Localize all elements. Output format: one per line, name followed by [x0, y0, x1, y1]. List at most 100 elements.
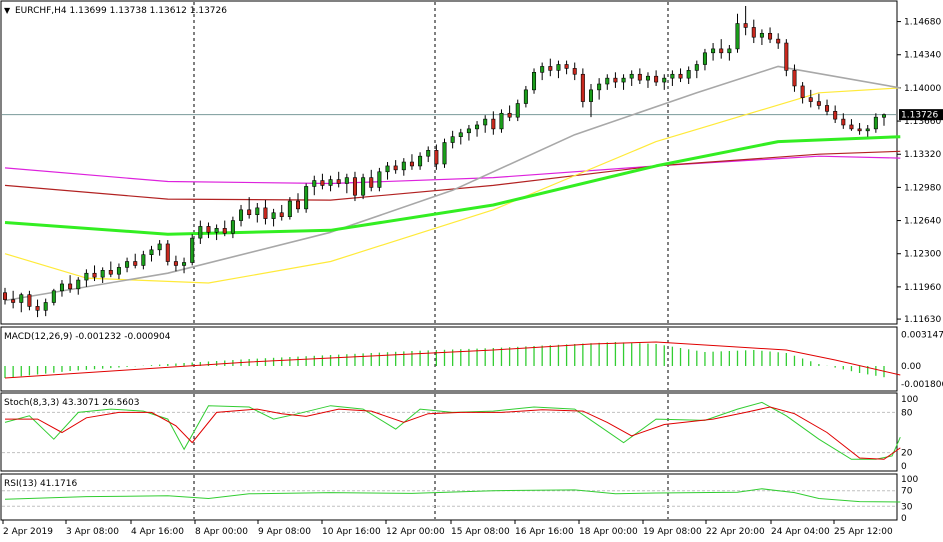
bull-candle-body	[426, 150, 431, 157]
bear-candle-body	[409, 161, 414, 167]
candle	[865, 124, 870, 137]
stoch-signal-line	[5, 406, 901, 460]
candle	[654, 70, 659, 86]
candle	[678, 68, 683, 83]
candle	[686, 66, 691, 85]
bull-candle-body	[540, 66, 545, 73]
candle	[198, 220, 203, 244]
bull-candle-body	[418, 155, 423, 167]
macd-label: MACD(12,26,9) -0.001232 -0.000904	[4, 332, 171, 342]
bear-candle-body	[857, 128, 862, 132]
bull-candle-body	[873, 116, 878, 130]
bear-candle-body	[279, 212, 284, 217]
price-tick-label: 1.11960	[904, 283, 941, 293]
candle	[588, 84, 593, 118]
bull-candle-body	[483, 118, 488, 126]
candle	[727, 44, 732, 61]
time-axis: 2 Apr 2019 3 Apr 08:00 4 Apr 16:00 8 Apr 00…	[2, 520, 893, 537]
bull-candle-body	[865, 128, 870, 132]
candle	[116, 263, 121, 280]
bull-candle-body	[377, 171, 382, 188]
bull-candle-body	[149, 249, 154, 255]
macd-axis: 0.003147 0.00 -0.001806	[901, 331, 943, 391]
rsi-tick-label: 100	[901, 475, 918, 485]
ma-magenta-line	[4, 155, 901, 185]
moving-averages	[4, 65, 901, 302]
bear-candle-body	[613, 77, 618, 83]
rsi-panel-frame	[0, 473, 898, 521]
rsi-indicator	[2, 488, 901, 507]
candle	[442, 138, 447, 168]
bull-candle-body	[881, 114, 886, 118]
candle	[597, 78, 602, 100]
bull-candle-body	[629, 73, 634, 79]
macd-panel-frame	[0, 326, 898, 392]
candle	[743, 5, 748, 36]
bear-candle-body	[352, 177, 357, 196]
bear-candle-body	[776, 38, 781, 44]
bear-candle-body	[27, 294, 32, 307]
bull-candle-body	[458, 132, 463, 137]
ema-slow-line	[4, 135, 901, 236]
candle	[165, 240, 170, 266]
candle	[141, 250, 146, 270]
candle	[849, 119, 854, 131]
candle	[491, 111, 496, 135]
current-price-label: 1.13726	[901, 111, 938, 121]
price-tick-label: 1.14340	[904, 51, 941, 61]
bear-candle-body	[792, 70, 797, 87]
candle	[279, 204, 284, 221]
candle	[320, 173, 325, 190]
rsi-axis: 100 70 30 0	[901, 475, 918, 524]
bull-candle-body	[597, 83, 602, 91]
bear-candle-body	[165, 243, 170, 262]
bull-candle-body	[523, 89, 528, 104]
bull-candle-body	[385, 165, 390, 173]
bear-candle-body	[263, 207, 268, 219]
rsi-tick-label: 0	[901, 514, 907, 524]
stoch-axis: 100 80 20 0	[901, 395, 918, 472]
candle	[499, 109, 504, 133]
bull-candle-body	[271, 212, 276, 219]
candle	[206, 222, 211, 239]
candle	[344, 173, 349, 194]
bull-candle-body	[43, 302, 48, 311]
candle	[759, 29, 764, 45]
candle	[100, 267, 105, 283]
bull-candle-body	[588, 89, 593, 102]
stochastic-indicator	[2, 401, 901, 460]
macd-tick-label: 0.00	[901, 362, 921, 372]
candle	[483, 115, 488, 133]
time-tick-label: 3 Apr 08:00	[66, 527, 119, 537]
price-tick-label: 1.12640	[904, 217, 941, 227]
bull-candle-body	[475, 124, 480, 130]
bull-candle-body	[125, 261, 130, 268]
candle	[230, 216, 235, 239]
time-tick-label: 9 Apr 08:00	[258, 527, 311, 537]
candle	[328, 175, 333, 192]
candle	[434, 144, 439, 170]
candle	[157, 240, 162, 256]
bear-candle-body	[108, 270, 113, 275]
bear-candle-body	[572, 68, 577, 75]
price-tick-label: 1.14000	[904, 84, 941, 94]
candle	[548, 58, 553, 77]
candle	[2, 287, 8, 305]
stoch-label: Stoch(8,3,3) 43.3071 26.5603	[4, 398, 139, 408]
bull-candle-body	[621, 77, 626, 83]
candle	[540, 62, 545, 81]
candle	[239, 204, 244, 227]
bull-candle-body	[116, 267, 121, 275]
candle	[361, 173, 366, 200]
bull-candle-body	[100, 270, 105, 278]
candle	[857, 123, 862, 135]
bull-candle-body	[190, 237, 195, 263]
candle	[393, 160, 398, 174]
macd-signal-line	[4, 341, 901, 379]
bear-candle-body	[654, 75, 659, 83]
candle	[214, 224, 219, 241]
candle	[719, 39, 724, 59]
candle	[271, 208, 276, 227]
bull-candle-body	[157, 243, 162, 251]
candle	[385, 162, 390, 180]
